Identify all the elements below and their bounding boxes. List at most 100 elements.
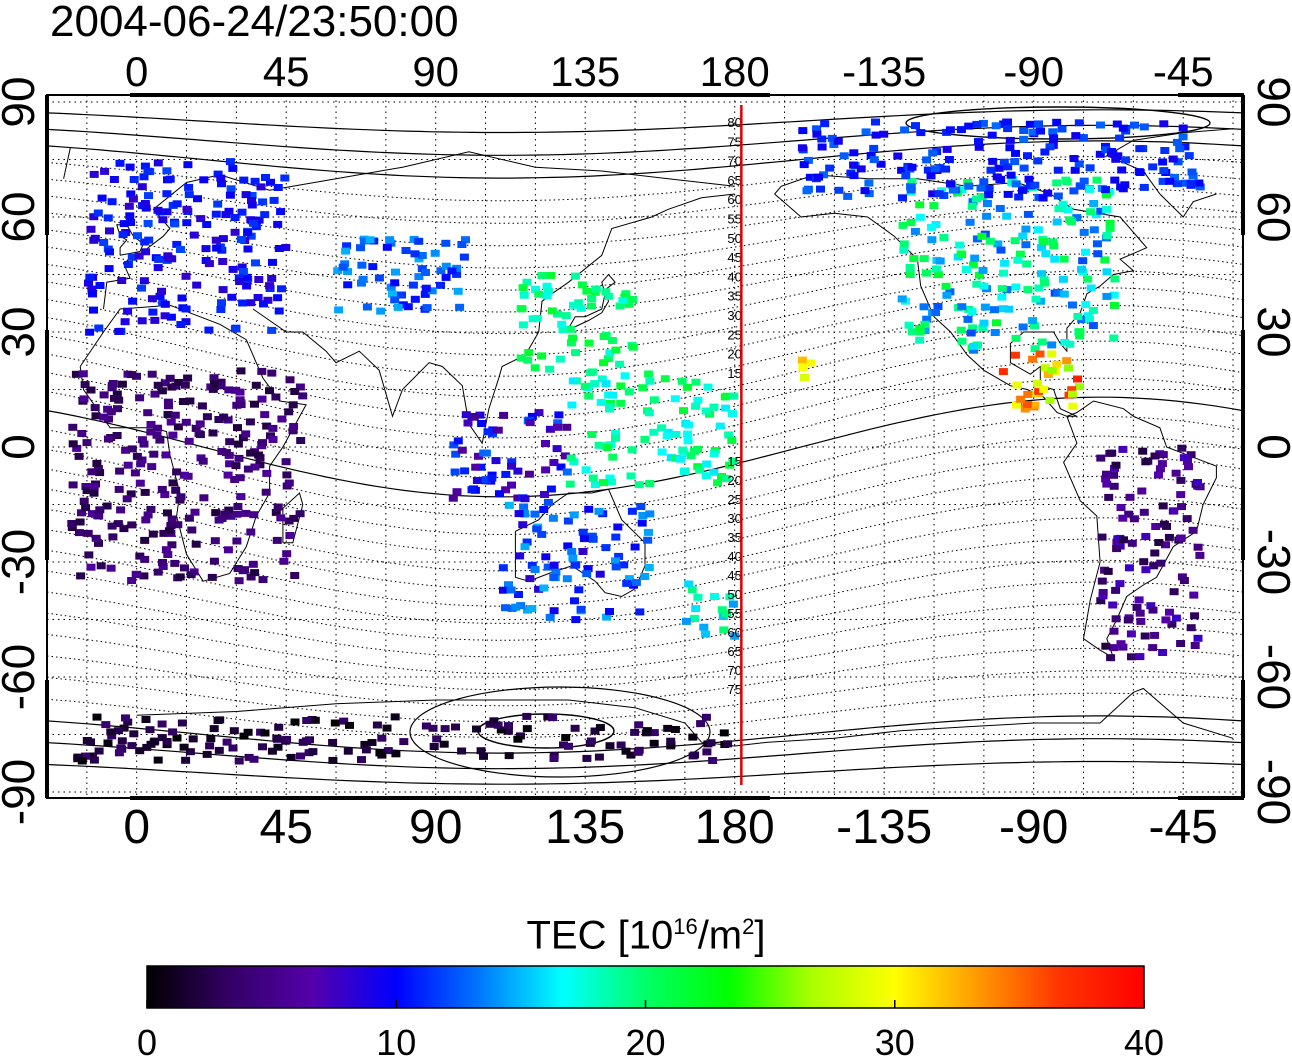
tec-point-japan-china — [522, 278, 532, 286]
tec-point-arctic — [1172, 180, 1182, 188]
tec-point-europe — [238, 299, 248, 307]
tec-point-arctic — [814, 173, 823, 181]
tec-point-europe — [196, 215, 206, 223]
tec-point-north-america — [1096, 207, 1106, 215]
tec-point-africa — [198, 457, 208, 465]
tec-point-caribbean — [1073, 375, 1082, 383]
tec-point-europe — [253, 294, 263, 301]
contour-label: 70 — [727, 663, 741, 678]
tec-point-australia — [504, 501, 514, 509]
tec-point-arctic — [812, 130, 822, 138]
tec-point-north-america — [955, 241, 965, 249]
tec-point-japan-china — [599, 359, 609, 367]
tec-point-south-america — [1155, 450, 1165, 458]
tec-point-south-america — [1158, 649, 1168, 656]
tec-point-europe — [124, 202, 134, 210]
tec-point-antarctica — [595, 724, 605, 731]
tec-point-pacific — [611, 430, 621, 438]
tec-point-europe — [123, 261, 133, 268]
tec-point-arctic — [1005, 144, 1015, 152]
contour-line — [47, 340, 1243, 439]
tec-point-australia — [613, 523, 623, 531]
tec-point-europe — [228, 164, 238, 172]
tec-point-antarctica — [626, 751, 636, 759]
lat-tick-left: 90 — [0, 76, 44, 127]
tec-point-antarctica — [630, 728, 640, 736]
tec-point-north-america — [915, 328, 925, 336]
tec-point-arctic — [1045, 143, 1055, 151]
tec-point-africa — [130, 469, 140, 477]
tec-point-antarctica — [302, 717, 312, 724]
tec-point-africa — [92, 459, 102, 467]
tec-point-arctic — [1117, 166, 1127, 174]
tec-point-antarctica — [229, 727, 239, 735]
tec-point-north-america — [1039, 237, 1048, 245]
tec-point-africa — [224, 506, 234, 514]
tec-point-south-america — [1109, 627, 1119, 635]
tec-point-africa — [74, 452, 84, 460]
tec-point-africa — [146, 505, 156, 513]
tec-point-africa — [143, 409, 153, 417]
tec-point-arctic — [1184, 152, 1194, 160]
contour-line — [47, 415, 1243, 517]
tec-point-australia — [567, 548, 577, 555]
tec-point-africa — [78, 370, 88, 378]
tec-point-japan-china — [542, 292, 552, 300]
tec-point-africa — [180, 564, 189, 572]
tec-point-africa — [246, 528, 256, 536]
tec-point-arctic — [825, 164, 835, 172]
tec-point-caribbean — [1068, 402, 1078, 410]
tec-point-arctic — [1085, 164, 1095, 172]
tec-point-south-america — [1176, 476, 1186, 484]
tec-point-pacific — [608, 453, 618, 461]
colorbar-label: TEC [1016/m2] — [0, 905, 1292, 957]
tec-point-arctic — [923, 166, 933, 174]
tec-point-arctic — [1178, 133, 1188, 141]
tec-point-pacific — [586, 369, 596, 377]
tec-point-arctic — [939, 192, 949, 199]
tec-point-caribbean — [1043, 371, 1053, 378]
tec-point-north-america — [1030, 345, 1040, 353]
tec-point-new-zealand — [719, 626, 729, 634]
tec-point-indonesia — [562, 423, 572, 431]
tec-point-australia — [574, 586, 584, 594]
tec-point-north-america — [1077, 265, 1086, 273]
tec-point-europe — [140, 162, 150, 170]
tec-point-indonesia — [469, 413, 479, 421]
tec-point-africa — [158, 559, 167, 566]
tec-point-europe — [217, 299, 226, 307]
tec-point-pacific — [590, 481, 600, 489]
tec-point-africa — [258, 439, 267, 447]
tec-point-africa — [77, 509, 86, 517]
tec-point-hawaii — [798, 364, 808, 371]
tec-point-africa — [214, 416, 224, 423]
tec-point-north-america — [957, 303, 967, 311]
tec-point-antarctica — [383, 747, 393, 755]
tec-point-europe — [242, 273, 252, 281]
tec-point-arctic — [1069, 155, 1079, 162]
tec-point-antarctica — [719, 729, 729, 737]
tec-point-europe — [128, 297, 138, 305]
tec-point-north-america — [910, 227, 920, 235]
tec-point-pacific — [695, 466, 705, 474]
tec-point-europe — [189, 231, 199, 239]
tec-point-south-america — [1116, 504, 1126, 511]
tec-point-north-america — [968, 261, 978, 269]
tec-point-pacific — [601, 380, 611, 388]
tec-point-north-america — [1092, 240, 1102, 248]
tec-point-pacific — [581, 466, 591, 474]
tec-point-antarctica — [621, 747, 631, 755]
contour-label: 40 — [727, 269, 741, 284]
tec-point-north-america — [909, 255, 919, 263]
tec-point-north-america — [898, 221, 908, 229]
tec-point-north-america — [962, 266, 971, 273]
tec-point-russia-asia — [362, 303, 372, 311]
contour-label: 45 — [727, 250, 741, 265]
tec-point-pacific — [677, 377, 687, 385]
tec-point-africa — [246, 573, 256, 581]
tec-point-africa — [114, 396, 124, 404]
tec-point-north-america — [1105, 224, 1115, 232]
tec-point-antarctica — [244, 753, 254, 761]
tec-point-japan-china — [545, 365, 555, 373]
tec-point-africa — [241, 430, 251, 438]
